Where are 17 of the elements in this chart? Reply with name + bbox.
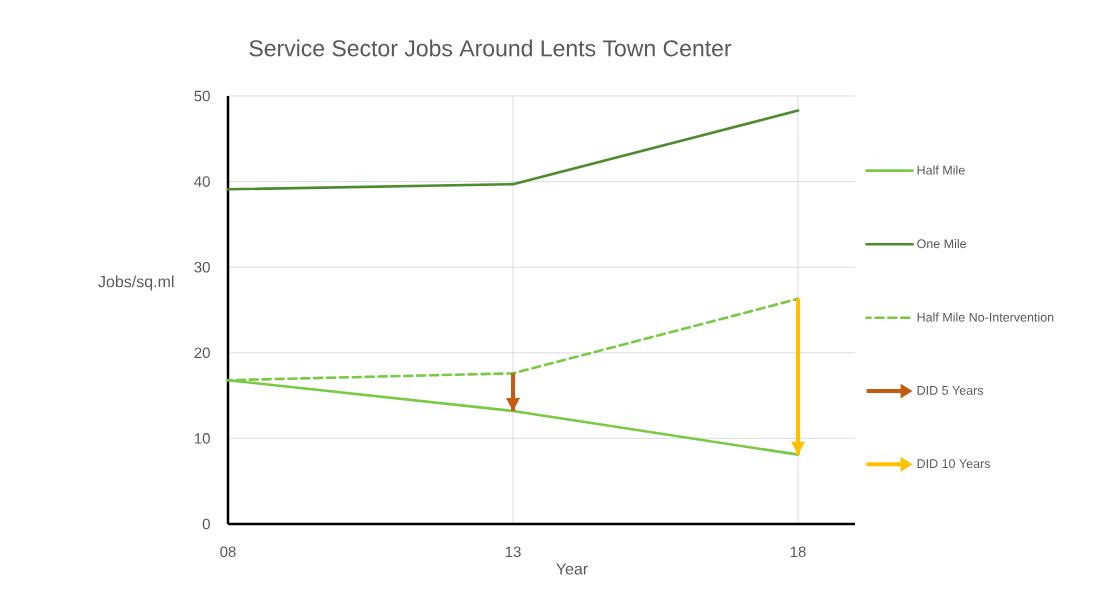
- y-tick-label: 0: [202, 518, 210, 530]
- x-tick-label: 13: [505, 546, 521, 558]
- y-tick-label: 50: [194, 90, 210, 102]
- y-tick-label: 30: [194, 261, 210, 273]
- x-tick-label: 08: [220, 546, 236, 558]
- legend-label: Half Mile No-Intervention: [917, 312, 1054, 322]
- x-axis-title: Year: [556, 563, 588, 575]
- legend-label: Half Mile: [917, 165, 965, 175]
- y-tick-label: 40: [194, 176, 210, 187]
- x-tick-label: 18: [790, 546, 806, 558]
- legend-label: DID 5 Years: [917, 386, 984, 395]
- legend-label: One Mile: [917, 238, 967, 249]
- y-tick-label: 20: [194, 347, 210, 359]
- y-tick-label: 10: [194, 433, 210, 444]
- legend-label: DID 10 Years: [917, 459, 991, 469]
- chart-title: Service Sector Jobs Around Lents Town Center: [249, 39, 732, 57]
- y-axis-title: Jobs/sq.ml: [98, 275, 174, 291]
